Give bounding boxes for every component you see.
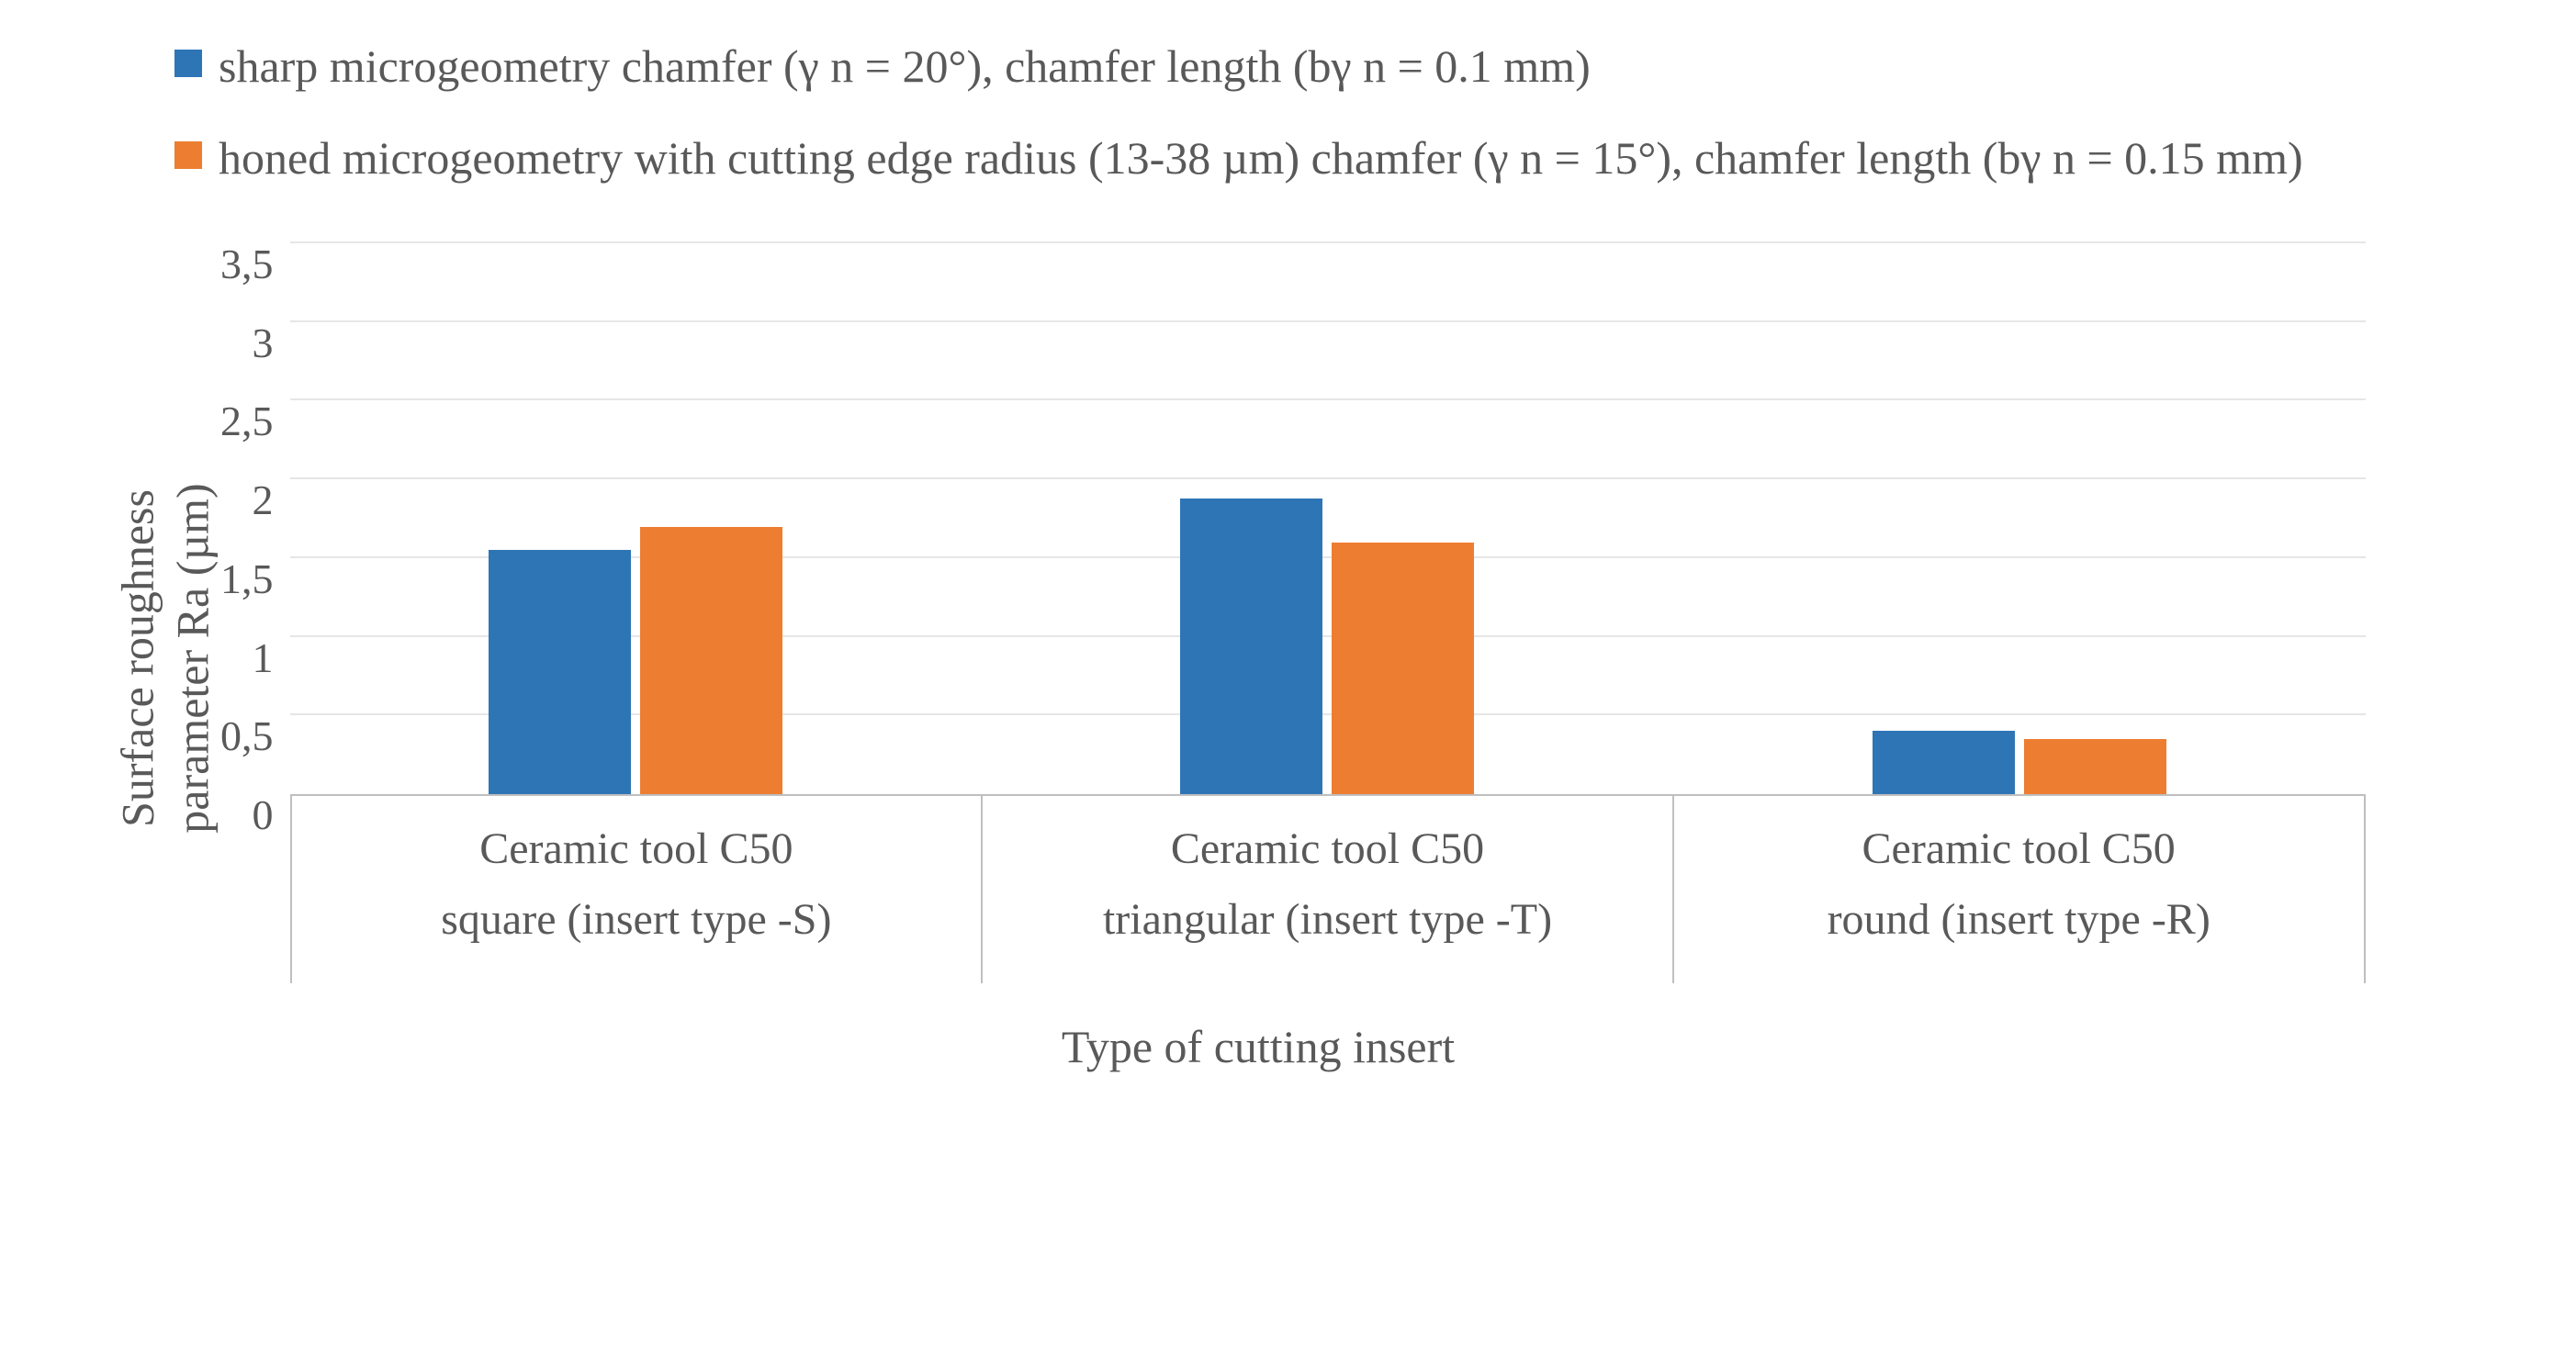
category-label: Ceramic tool C50 round (insert type -R) [1672,796,2366,983]
bar [1332,543,1474,794]
category-line2: triangular (insert type -T) [992,885,1663,956]
y-axis-title: Surface roughness parameter Ra (µm) [110,483,220,833]
bar [1180,499,1322,794]
legend-item: sharp microgeometry chamfer (γ n = 20°),… [174,37,2379,96]
bar [489,550,631,794]
plot-row: 3,5 3 2,5 2 1,5 1 0,5 0 [220,243,2366,796]
category-line1: Ceramic tool C50 [301,814,973,885]
y-axis-ticks: 3,5 3 2,5 2 1,5 1 0,5 0 [220,243,290,794]
bar [2024,739,2166,794]
y-axis-title-container: Surface roughness parameter Ra (µm) [110,243,220,1073]
legend-swatch-icon [174,141,202,169]
legend-item: honed microgeometry with cutting edge ra… [174,129,2379,188]
plot-area [290,243,2366,796]
category-line1: Ceramic tool C50 [1683,814,2355,885]
bar-group [290,243,982,794]
bar-groups [290,243,2366,794]
legend: sharp microgeometry chamfer (γ n = 20°),… [174,37,2379,188]
legend-label: honed microgeometry with cutting edge ra… [219,129,2303,188]
bar [1873,731,2015,794]
category-row: Ceramic tool C50 square (insert type -S)… [290,796,2366,983]
category-line1: Ceramic tool C50 [992,814,1663,885]
category-label: Ceramic tool C50 triangular (insert type… [981,796,1674,983]
bar [640,527,782,794]
bar-group [1673,243,2365,794]
chart-area: Surface roughness parameter Ra (µm) 3,5 … [110,243,2521,1073]
category-line2: square (insert type -S) [301,885,973,956]
y-axis-title-line1: Surface roughness [112,489,163,827]
category-label: Ceramic tool C50 square (insert type -S) [290,796,984,983]
bar-group [982,243,1673,794]
y-axis-title-line2: parameter Ra (µm) [165,483,220,833]
chart-container: sharp microgeometry chamfer (γ n = 20°),… [0,0,2576,1367]
legend-label: sharp microgeometry chamfer (γ n = 20°),… [219,37,1591,96]
category-line2: round (insert type -R) [1683,885,2355,956]
plot-column: 3,5 3 2,5 2 1,5 1 0,5 0 Ceramic too [220,243,2366,1073]
legend-swatch-icon [174,50,202,77]
x-axis-title: Type of cutting insert [220,1020,2296,1073]
